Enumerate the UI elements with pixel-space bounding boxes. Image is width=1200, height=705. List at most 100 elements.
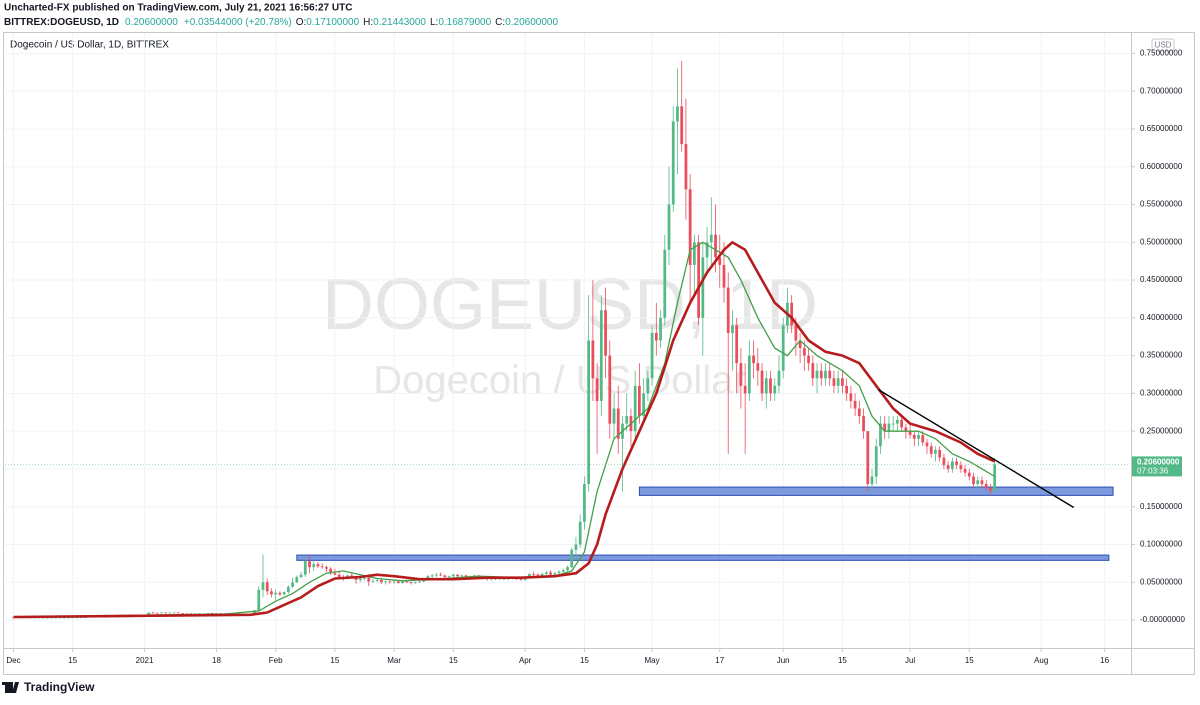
candle-body — [316, 564, 320, 567]
candle-body — [883, 423, 887, 432]
candle-body — [680, 106, 684, 145]
candle-body — [642, 393, 646, 417]
y-tick-label: -0.00000000 — [1140, 615, 1185, 624]
candle-body — [295, 576, 299, 583]
candle-body — [819, 370, 823, 379]
y-tick-label: 0.10000000 — [1140, 540, 1183, 549]
candle-body — [181, 613, 185, 615]
candle-body — [980, 480, 984, 485]
candle-body — [54, 617, 58, 619]
candle-body — [308, 561, 311, 568]
y-tick-label: 0.75000000 — [1140, 49, 1183, 58]
x-tick-label: 15 — [330, 656, 339, 665]
candle-body — [989, 487, 992, 491]
x-tick-label: 15 — [68, 656, 77, 665]
candle-body — [206, 613, 210, 614]
candle-body — [752, 355, 755, 364]
candle-body — [908, 431, 912, 435]
currency-box[interactable] — [1151, 38, 1175, 52]
candle-body — [532, 573, 536, 575]
candle-body — [887, 423, 891, 432]
candle-body — [849, 393, 853, 401]
candle-body — [557, 571, 561, 574]
candle-body — [384, 581, 388, 583]
candle-body — [261, 582, 265, 590]
candle-body — [591, 340, 595, 379]
candle-body — [743, 385, 747, 394]
candle-body — [684, 144, 688, 190]
y-tick-label: 0.45000000 — [1140, 275, 1183, 284]
trendline — [877, 389, 1075, 509]
candle-body — [460, 575, 464, 577]
candle-body — [67, 617, 70, 619]
candle-body — [693, 242, 696, 265]
candle-body — [574, 544, 578, 550]
currency: USD — [1155, 41, 1172, 50]
candle-body — [857, 408, 861, 417]
candle-body — [147, 612, 151, 616]
field-label: H: — [363, 17, 373, 28]
moving-average — [13, 240, 996, 619]
candle-body — [164, 612, 168, 614]
y-tick-label: 0.30000000 — [1140, 388, 1183, 397]
candle-body — [794, 325, 798, 341]
candle-body — [921, 434, 925, 443]
candle-body — [50, 617, 53, 619]
candle-body — [405, 581, 409, 583]
candle-body — [646, 378, 650, 394]
x-tick-label: Aug — [1034, 656, 1048, 665]
candle-body — [633, 385, 637, 432]
y-tick-label: 0.50000000 — [1140, 237, 1183, 246]
chart-frame — [3, 32, 1195, 675]
candle-body — [709, 234, 713, 243]
candle-body — [769, 378, 772, 394]
candle-body — [528, 573, 531, 577]
candle-body — [616, 408, 620, 439]
candle-body — [760, 370, 764, 394]
brand: TradingView — [24, 680, 95, 694]
candle-body — [396, 581, 400, 584]
candle-body — [549, 572, 552, 575]
candle-body — [464, 575, 468, 577]
candle-body — [671, 121, 675, 205]
candle-body — [561, 570, 565, 572]
x-tick-label: 16 — [1100, 656, 1109, 665]
candle-body — [168, 612, 172, 614]
candle-body — [578, 521, 582, 545]
candle-body — [595, 378, 599, 401]
candle-body — [278, 592, 282, 595]
y-tick-label: 0.05000000 — [1140, 577, 1183, 586]
field-value: 0.16879000 — [438, 17, 491, 28]
symbol: BITTREX:DOGEUSD, 1D — [4, 17, 119, 28]
x-tick-label: Apr — [519, 656, 532, 665]
candle-body — [177, 612, 180, 614]
candle-body — [325, 567, 328, 569]
candle-body — [71, 617, 75, 619]
plot-area — [5, 33, 1130, 648]
candle-body — [79, 617, 83, 619]
candle-body — [299, 574, 303, 577]
candle-body — [160, 612, 163, 614]
candle-body — [210, 613, 214, 614]
candle-body — [540, 573, 544, 576]
candle-body — [536, 574, 540, 576]
candle-body — [583, 484, 586, 522]
candle-body — [815, 370, 819, 379]
candle-body — [443, 575, 447, 577]
candle-body — [587, 340, 591, 485]
candle-body — [604, 310, 607, 356]
candle-body — [811, 363, 815, 379]
brand-logo — [2, 682, 19, 693]
moving-average — [13, 241, 996, 618]
y-tick-label: 0.35000000 — [1140, 351, 1183, 360]
candle-body — [570, 549, 574, 568]
candle-body — [329, 568, 333, 574]
candle-body — [879, 423, 882, 447]
candle-body — [845, 385, 849, 394]
candle-body — [599, 310, 603, 401]
x-tick-label: Mar — [387, 656, 401, 665]
field-value: 0.17100000 — [306, 17, 359, 28]
candle-body — [83, 617, 87, 619]
candle-body — [451, 574, 455, 577]
candle-body — [189, 613, 193, 615]
